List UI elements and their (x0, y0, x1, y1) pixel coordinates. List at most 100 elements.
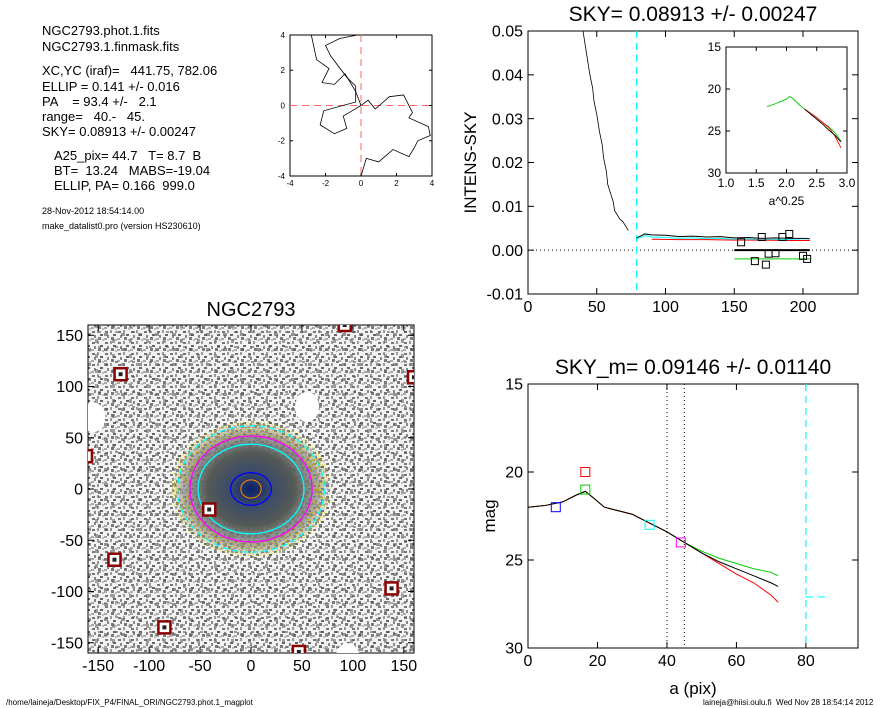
x-tick-label: 0 (359, 179, 364, 188)
x-tick-label: 1.0 (718, 176, 735, 190)
sky-series-line (651, 238, 810, 242)
sky-series-line (636, 233, 810, 240)
image-title: NGC2793 (207, 299, 296, 321)
center-panel: -4 -2 0 2 4 -4 -2 0 2 4 (278, 31, 435, 188)
fit-ellipse (176, 425, 325, 553)
inset-profile-line (766, 96, 842, 142)
y-tick-label: 0.04 (492, 67, 523, 84)
x-tick-label: 100 (652, 299, 679, 316)
inset-profile-line (804, 108, 842, 149)
intensity-profile-line (582, 30, 629, 231)
masked-star-core (84, 454, 88, 458)
x-tick-label: -4 (286, 179, 294, 188)
y-tick-label: -2 (278, 137, 286, 146)
y-tick-label: 50 (65, 430, 83, 447)
inner-ellipse (240, 479, 262, 499)
x-tick-label: 0 (247, 658, 256, 675)
y-tick-label: 100 (56, 379, 83, 396)
x-tick-label: 20 (589, 653, 607, 670)
sky-square-marker (771, 249, 780, 258)
masked-star-core (112, 557, 117, 562)
inset-xlabel: a^0.25 (769, 194, 805, 208)
image-panel: NGC2793 -150 -100 -50 0 50 100 150 -150 -100 -50 0 5… (51, 299, 417, 675)
a25-info: A25_pix= 44.7 T= 8.7 B (54, 148, 202, 163)
y-tick-label: 25 (708, 124, 722, 138)
y-tick-label: 0.03 (492, 111, 523, 128)
isophote-ellipse (174, 423, 328, 555)
y-tick-label: 0.00 (492, 243, 523, 260)
y-tick-label: -150 (51, 635, 83, 652)
y-tick-label: -100 (51, 584, 83, 601)
fit-ellipse (229, 472, 273, 506)
y-tick-label: 0 (74, 482, 83, 499)
mag-marker (580, 467, 591, 477)
x-tick-label: 200 (790, 299, 817, 316)
file-name-mask: NGC2793.1.finmask.fits (42, 39, 180, 54)
x-tick-label: 0 (524, 653, 533, 670)
masked-star-box (88, 448, 94, 464)
x-tick-label: 50 (588, 299, 606, 316)
sky-square-marker (785, 229, 794, 238)
mag-title: SKY_m= 0.09146 +/- 0.01140 (555, 356, 831, 379)
timestamp: 28-Nov-2012 18:54:14.00 (42, 206, 145, 216)
sky-panel: 0 50 100 150 200 -0.01 0.00 0.01 0.02 0.03 0.04 0.0… (461, 3, 859, 316)
masked-region (295, 392, 320, 422)
position-angle: PA = 93.4 +/- 2.1 (42, 94, 157, 109)
x-tick-label: -2 (322, 179, 330, 188)
y-tick-label: 20 (505, 465, 523, 482)
bt-info: BT= 13.24 MABS=-19.04 (54, 163, 211, 178)
x-tick-label: -150 (82, 658, 114, 675)
sky-value: SKY= 0.08913 +/- 0.00247 (42, 124, 196, 139)
y-tick-label: 0 (281, 101, 286, 110)
footer-path: /home/laineja/Desktop/FIX_P4/FINAL_ORI/N… (6, 698, 253, 707)
program-version: make_datalist0.pro (version HS230610) (42, 221, 201, 231)
y-tick-label: -0.01 (487, 287, 524, 304)
ellip-pa-info: ELLIP, PA= 0.166 999.0 (54, 178, 195, 193)
x-tick-label: 2 (394, 179, 399, 188)
masked-star-core (412, 375, 414, 380)
x-tick-label: 3.0 (839, 176, 856, 190)
image-clip-group (84, 325, 414, 653)
x-tick-label: 2.0 (778, 176, 795, 190)
x-tick-label: 100 (340, 658, 367, 675)
galaxy-body (171, 421, 331, 557)
sky-square-marker (803, 254, 812, 263)
y-tick-label: 30 (708, 166, 722, 180)
mag-ylabel: mag (480, 499, 499, 532)
y-tick-label: 15 (708, 40, 722, 54)
center-trace-line (310, 34, 431, 177)
inset-profile-line (804, 108, 842, 143)
y-tick-label: 2 (281, 66, 286, 75)
x-tick-label: 0 (524, 299, 533, 316)
masked-star-core (207, 507, 212, 512)
plot-frame (527, 383, 859, 649)
x-tick-label: 150 (721, 299, 748, 316)
ellipticity: ELLIP = 0.141 +/- 0.016 (42, 79, 180, 94)
mag-profile-line (527, 490, 779, 587)
isophote-ellipse (180, 429, 322, 549)
y-tick-label: 0.01 (492, 199, 523, 216)
x-tick-label: 150 (390, 658, 417, 675)
masked-star-box (337, 325, 352, 333)
x-tick-label: 50 (293, 658, 311, 675)
fit-range: range= 40.- 45. (42, 109, 145, 124)
fit-ellipse (197, 443, 305, 535)
inset-panel: 1.0 1.5 2.0 2.5 3.0 15 20 25 30 a^0.25 (708, 40, 856, 208)
x-tick-label: 80 (797, 653, 815, 670)
sky-series-line (636, 235, 810, 242)
sky-ylabel: INTENS-SKY (461, 111, 480, 213)
center-coords: XC,YC (iraf)= 441.75, 782.06 (42, 63, 218, 78)
mag-xlabel: a (pix) (669, 679, 716, 698)
masked-region (88, 402, 106, 433)
mag-profile-line (527, 490, 779, 603)
isophote-ellipse (171, 421, 331, 557)
center-trace-line (319, 34, 362, 135)
mag-profile-line (527, 490, 779, 577)
masked-star-core (389, 586, 394, 591)
isophote-ellipse (178, 427, 324, 551)
masked-star-core (296, 649, 301, 653)
x-tick-label: 1.5 (748, 176, 765, 190)
x-tick-label: -100 (133, 658, 165, 675)
inset-background (726, 47, 847, 173)
